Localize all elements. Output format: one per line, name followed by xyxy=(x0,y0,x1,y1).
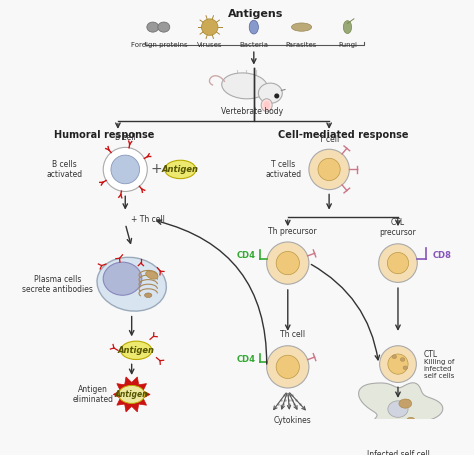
Ellipse shape xyxy=(403,366,408,369)
Text: Antigen
eliminated: Antigen eliminated xyxy=(73,385,114,404)
Text: B cell: B cell xyxy=(115,133,136,142)
Circle shape xyxy=(201,19,218,35)
Polygon shape xyxy=(358,383,443,454)
Ellipse shape xyxy=(267,242,309,284)
Ellipse shape xyxy=(407,417,415,423)
Circle shape xyxy=(275,94,279,98)
Text: T cells
activated: T cells activated xyxy=(265,160,301,179)
Ellipse shape xyxy=(309,149,349,190)
Ellipse shape xyxy=(264,101,270,109)
Ellipse shape xyxy=(147,22,159,32)
Text: Vertebrate body: Vertebrate body xyxy=(221,107,283,116)
Ellipse shape xyxy=(97,257,166,311)
Text: Killing of
infected
self cells: Killing of infected self cells xyxy=(424,359,454,379)
Text: Antigens: Antigens xyxy=(228,9,283,19)
Text: Antigen: Antigen xyxy=(162,165,199,174)
Text: B cells
activated: B cells activated xyxy=(46,160,82,179)
Text: +: + xyxy=(151,162,162,177)
Text: + Th cell: + Th cell xyxy=(131,215,164,224)
Text: CD4: CD4 xyxy=(237,251,255,260)
Ellipse shape xyxy=(387,253,409,274)
Text: Infected self cell: Infected self cell xyxy=(366,450,429,455)
Text: Th precursor: Th precursor xyxy=(268,227,317,236)
Ellipse shape xyxy=(318,158,340,181)
Ellipse shape xyxy=(158,22,170,32)
Ellipse shape xyxy=(267,346,309,388)
Ellipse shape xyxy=(103,262,142,295)
Ellipse shape xyxy=(400,358,405,361)
Text: T cell: T cell xyxy=(319,135,339,144)
Text: Antigen: Antigen xyxy=(115,390,148,399)
Ellipse shape xyxy=(222,73,267,99)
Ellipse shape xyxy=(276,252,300,275)
Text: Humoral response: Humoral response xyxy=(54,130,155,140)
Ellipse shape xyxy=(388,354,408,374)
Ellipse shape xyxy=(258,83,283,103)
Ellipse shape xyxy=(343,20,352,34)
Ellipse shape xyxy=(249,20,258,34)
Ellipse shape xyxy=(111,155,139,184)
Text: Cell-mediated response: Cell-mediated response xyxy=(278,130,408,140)
Text: Foreign proteins: Foreign proteins xyxy=(131,42,188,48)
Text: CD4: CD4 xyxy=(237,355,255,364)
Text: Cytokines: Cytokines xyxy=(273,416,311,425)
Text: Bacteria: Bacteria xyxy=(239,42,268,48)
Ellipse shape xyxy=(380,346,416,383)
Text: Antigen: Antigen xyxy=(118,346,155,355)
Ellipse shape xyxy=(392,355,397,359)
Ellipse shape xyxy=(399,399,412,408)
Ellipse shape xyxy=(388,401,408,417)
Ellipse shape xyxy=(118,385,145,404)
Ellipse shape xyxy=(145,293,152,298)
Ellipse shape xyxy=(292,23,312,31)
Text: Th cell: Th cell xyxy=(280,330,305,339)
Text: Viruses: Viruses xyxy=(197,42,222,48)
Ellipse shape xyxy=(103,147,147,192)
Ellipse shape xyxy=(165,160,196,179)
Text: CTL: CTL xyxy=(424,350,438,359)
Polygon shape xyxy=(113,377,150,412)
Ellipse shape xyxy=(379,244,417,283)
Ellipse shape xyxy=(121,341,152,359)
Text: CD8: CD8 xyxy=(433,251,452,260)
Ellipse shape xyxy=(146,271,158,279)
Ellipse shape xyxy=(404,399,410,404)
Text: Parasites: Parasites xyxy=(286,42,317,48)
Ellipse shape xyxy=(261,99,272,111)
Text: Plasma cells
secrete antibodies: Plasma cells secrete antibodies xyxy=(22,274,93,294)
Ellipse shape xyxy=(276,355,300,379)
Text: Fungi: Fungi xyxy=(338,42,357,48)
Text: CTL
precursor: CTL precursor xyxy=(380,218,416,238)
